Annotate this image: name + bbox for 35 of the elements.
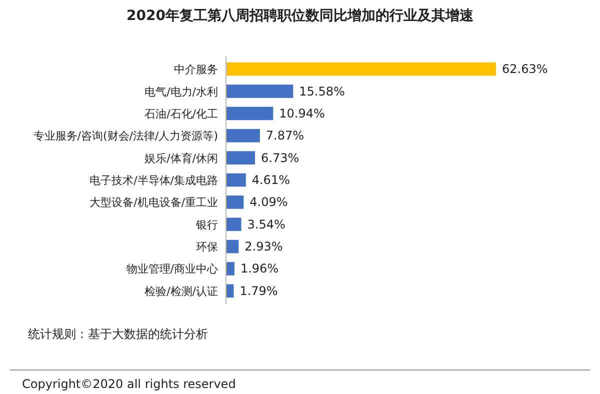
chart-title: 2020年复工第八周招聘职位数同比增加的行业及其增速 xyxy=(126,8,474,24)
y-tick-label: 环保 xyxy=(196,240,218,254)
bar xyxy=(226,262,234,276)
bar xyxy=(226,106,274,120)
bar xyxy=(226,240,239,254)
data-label: 1.96% xyxy=(240,262,279,276)
data-label: 15.58% xyxy=(299,84,345,98)
text: 统计规则：基于大数据的统计分析 xyxy=(28,327,208,341)
y-tick-label: 专业服务/咨询(财会/法律/人力资源等) xyxy=(33,130,218,143)
y-tick-label: 电子技术/半导体/集成电路 xyxy=(90,174,218,187)
bar xyxy=(226,151,256,164)
y-tick-label: 电气/电力/水利 xyxy=(144,85,218,98)
y-tick-label: 物业管理/商业中心 xyxy=(126,262,218,276)
data-label: 4.61% xyxy=(252,173,290,187)
y-tick-label: 大型设备/机电设备/重工业 xyxy=(90,196,218,210)
data-label: 1.79% xyxy=(240,284,278,298)
bar xyxy=(226,218,242,232)
data-label: 7.87% xyxy=(266,128,304,143)
bar xyxy=(226,196,244,209)
bar xyxy=(226,128,260,142)
bar xyxy=(226,84,294,98)
data-label: 2.93% xyxy=(244,240,283,254)
y-tick-label: 检验/检测/认证 xyxy=(144,284,218,298)
y-tick-label: 中介服务 xyxy=(174,63,218,76)
y-tick-label: 银行 xyxy=(195,218,218,232)
text: Copyright©2020 all rights reserved xyxy=(22,377,236,391)
data-label: 62.63% xyxy=(502,62,548,76)
y-tick-label: 石油/石化/化工 xyxy=(144,107,218,120)
data-label: 3.54% xyxy=(247,217,286,232)
data-label: 4.09% xyxy=(250,195,288,210)
y-tick-label: 娱乐/体育/休闲 xyxy=(144,152,218,165)
bar xyxy=(226,173,246,187)
data-label: 10.94% xyxy=(279,106,325,120)
data-label: 6.73% xyxy=(261,150,300,165)
bar xyxy=(226,62,496,76)
